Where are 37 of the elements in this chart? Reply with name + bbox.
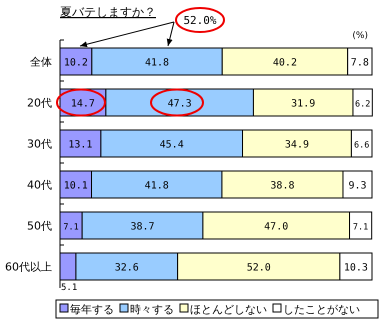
data-label: 5.1 [61, 283, 78, 293]
data-label: 13.1 [68, 140, 92, 150]
y-tick-label: 40代 [27, 178, 52, 192]
legend-label: ほとんどしない [190, 303, 267, 316]
data-label: 45.4 [160, 140, 184, 150]
data-label: 10.3 [344, 262, 368, 274]
y-tick-label: 60代以上 [5, 260, 52, 274]
data-label: 7.1 [63, 222, 79, 232]
legend-label: 時々する [130, 303, 174, 316]
y-tick-label: 20代 [27, 96, 52, 110]
text: 52.0% [183, 14, 217, 27]
data-label: 38.7 [130, 222, 155, 232]
y-tick-label: 50代 [27, 220, 52, 232]
data-label: 10.2 [64, 58, 88, 68]
data-label: 10.1 [64, 180, 88, 192]
data-label: 41.8 [144, 58, 170, 68]
data-label: 32.6 [114, 262, 139, 274]
data-label: 6.2 [354, 100, 370, 110]
data-label: 47.0 [264, 222, 288, 232]
annotation: (%) [352, 31, 368, 41]
data-label: 52.0 [246, 262, 271, 274]
data-label: 7.8 [350, 58, 369, 68]
data-label: 7.1 [352, 222, 368, 232]
legend-label: 毎年する [70, 303, 114, 316]
data-label: 31.9 [291, 98, 316, 110]
data-label: 38.8 [270, 180, 295, 192]
data-label: 34.9 [284, 140, 310, 150]
data-label: 6.6 [354, 140, 370, 150]
y-tick-label: 全体 [30, 56, 52, 68]
data-label: 40.2 [272, 58, 297, 68]
data-label: 14.7 [70, 98, 95, 110]
data-label: 9.3 [348, 180, 367, 192]
y-tick-label: 30代 [27, 138, 52, 150]
legend-label: したことがない [283, 303, 360, 316]
data-label: 47.3 [168, 98, 192, 110]
data-label: 41.8 [144, 180, 169, 192]
chart-title: 夏バテしますか？ [60, 5, 156, 19]
